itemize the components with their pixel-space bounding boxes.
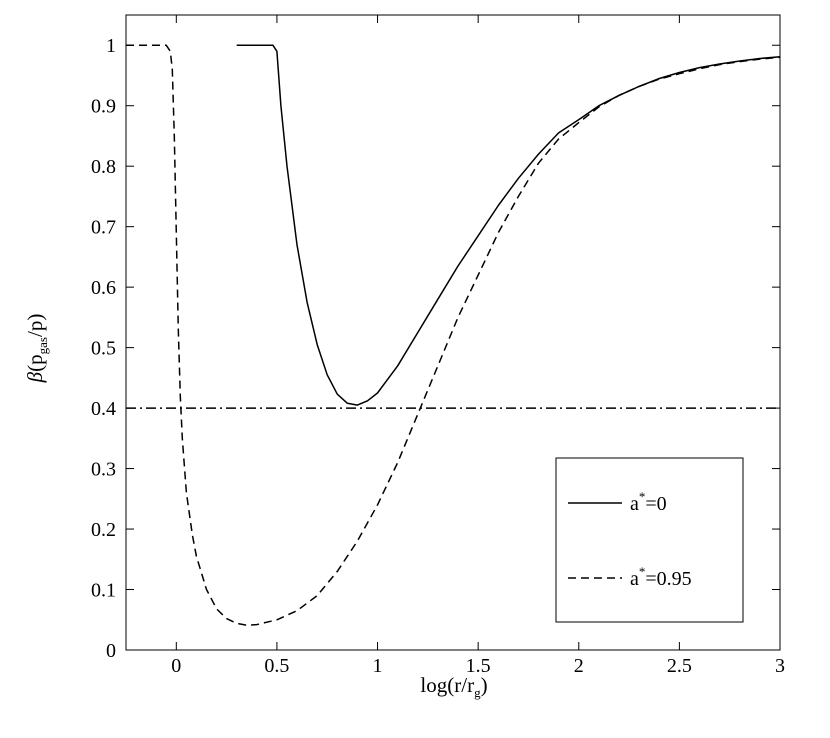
legend-label-a095: a*=0.95 [630,564,692,590]
y-tick-label: 0.8 [91,156,116,178]
y-axis-title: β(pgas/p) [23,314,50,384]
x-axis-title-sub: g [474,685,481,700]
series-line-a095 [126,44,781,626]
plot-frame [125,14,781,651]
x-tick-label: 0 [171,655,181,677]
legend: a*=0 a*=0.95 [555,457,744,623]
x-tick-label: 2 [574,655,584,677]
y-tick-label: 0.3 [91,459,116,481]
plot-area [125,14,781,651]
legend-box [555,457,744,623]
y-tick-label: 0 [106,640,116,662]
series-line-a0 [236,44,781,406]
legend-label-a0-sup: * [639,489,646,504]
x-tick-label: 1.5 [466,655,491,677]
x-axis-title-close: ) [481,673,488,697]
y-axis-title-sub: gas [35,337,50,354]
y-axis-title-beta: β [23,371,47,383]
x-tick-label: 2.5 [667,655,692,677]
legend-label-a0: a*=0 [630,489,667,515]
y-tick-label: 1 [106,35,116,57]
series-layer [126,44,781,626]
legend-label-a095-prefix: a [630,568,639,590]
legend-label-a095-suffix: =0.95 [645,568,691,590]
x-axis-title: log(r/rg) [420,673,487,700]
x-tick-label: 0.5 [264,655,289,677]
ticks-layer: 0 0.5 1 1.5 2 2.5 3 0 0.1 0.2 0.3 0.4 0.5 0.6 0.7 0.8 0.… [91,15,785,677]
x-axis-title-base: log(r/r [420,673,474,697]
x-tick-label: 1 [373,655,383,677]
y-tick-label: 0.2 [91,519,116,541]
legend-label-a0-prefix: a [630,493,639,515]
y-tick-label: 0.9 [91,96,116,118]
y-tick-label: 0.5 [91,338,116,360]
legend-label-a0-suffix: =0 [645,493,666,515]
x-tick-label: 3 [775,655,785,677]
y-tick-label: 0.6 [91,277,116,299]
y-tick-label: 0.1 [91,580,116,602]
y-tick-label: 0.7 [91,217,116,239]
y-axis-title-open: (p [23,354,47,372]
legend-label-a095-sup: * [639,564,646,579]
y-axis-title-rest: /p) [23,314,47,337]
y-tick-label: 0.4 [91,398,116,420]
